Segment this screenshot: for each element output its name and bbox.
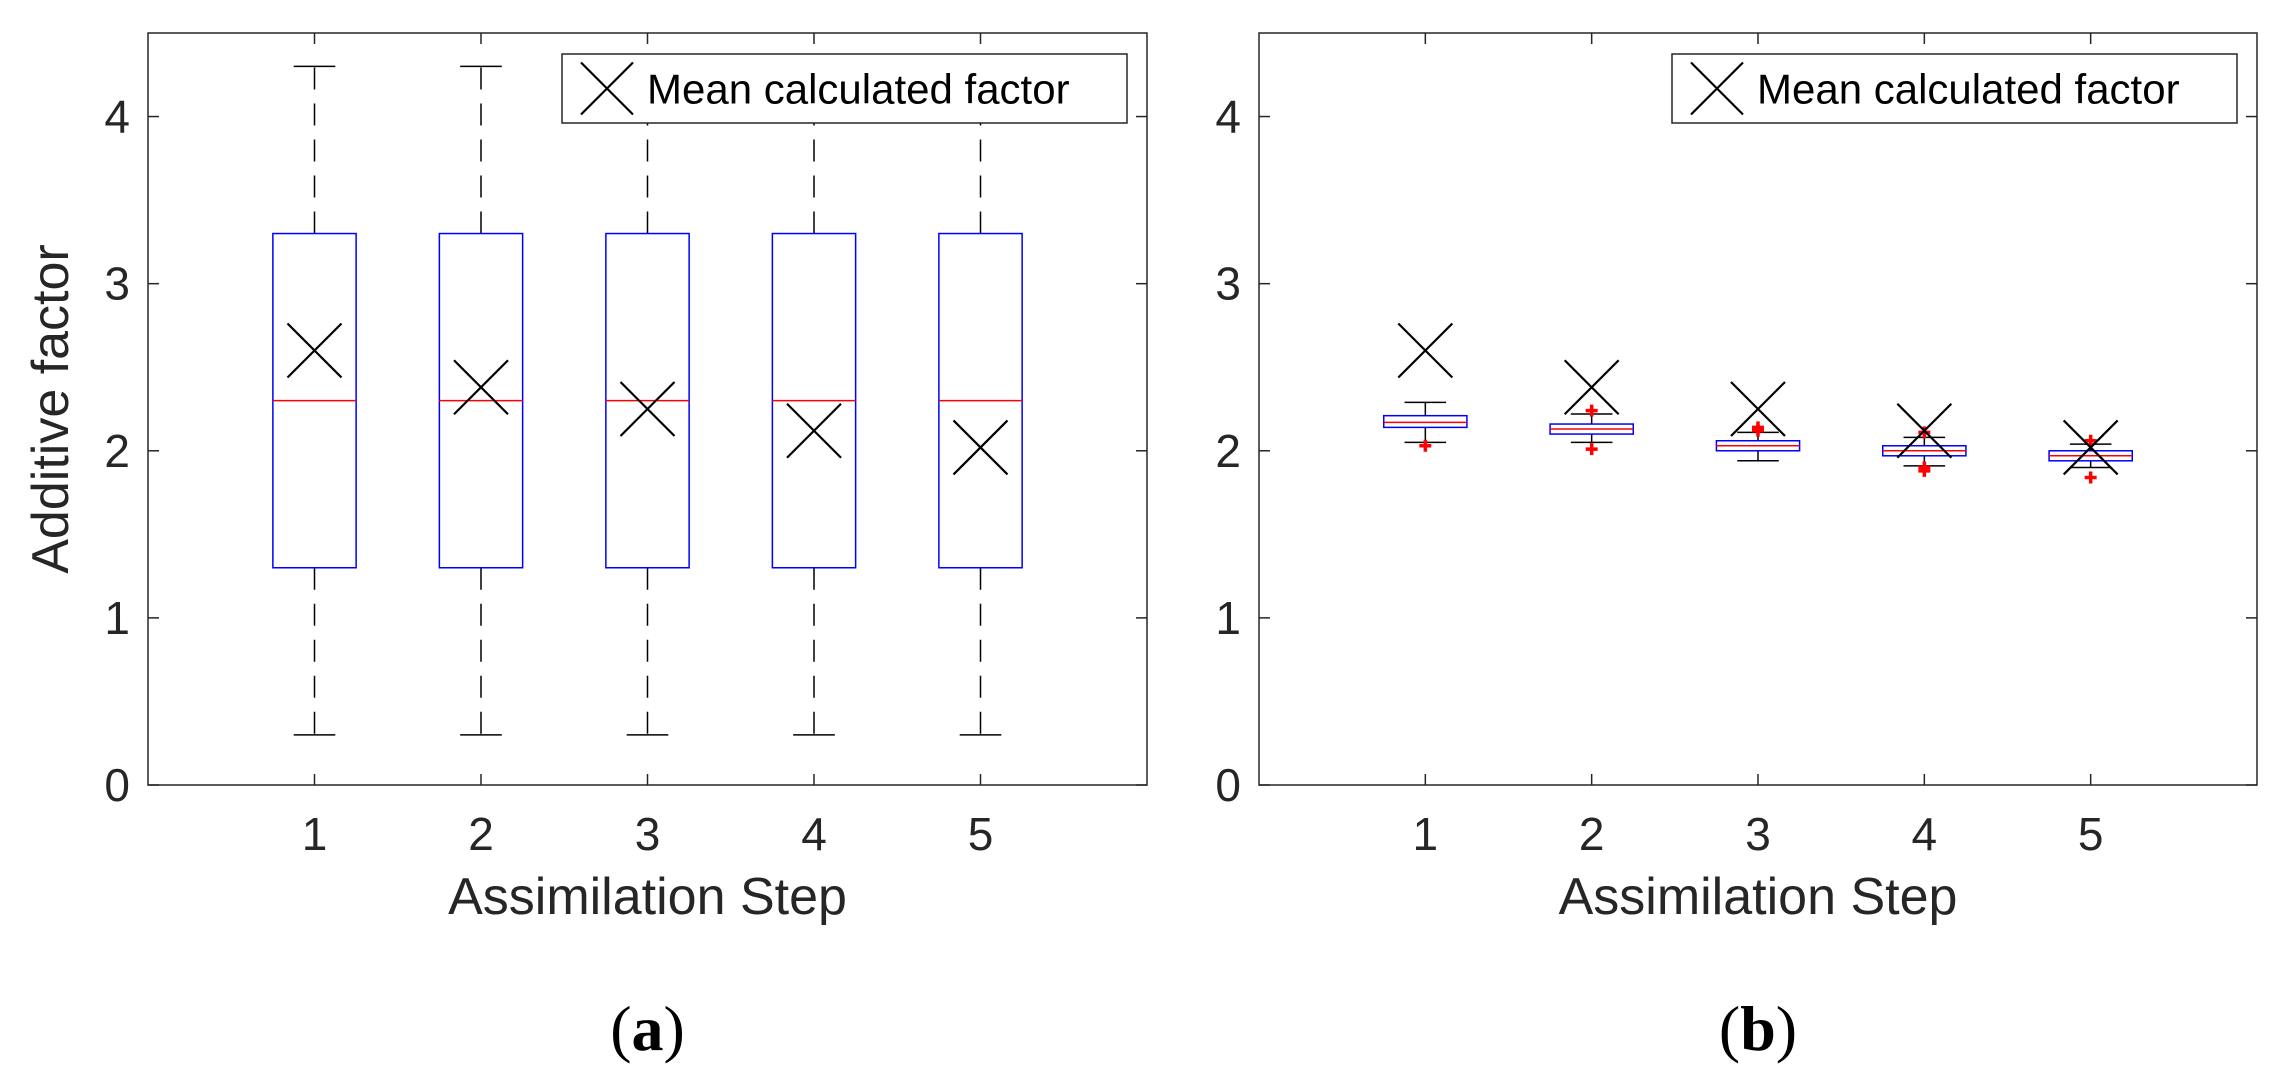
outlier-marker	[1419, 439, 1432, 452]
y-tick-label: 4	[1215, 91, 1241, 143]
y-tick-label: 1	[104, 592, 130, 644]
legend: Mean calculated factor	[1671, 53, 2238, 124]
outlier-marker	[1752, 421, 1764, 434]
mean-marker	[2062, 419, 2119, 476]
panel-label: (a)	[610, 993, 685, 1064]
legend-label: Mean calculated factor	[1757, 66, 2180, 113]
outlier-marker	[2084, 471, 2097, 484]
legend-box	[1671, 53, 2238, 124]
y-axis-label: Additive factor	[22, 244, 80, 574]
chart-panel-a: 0 1 2 3 4 1 2 3 4 5 Assimilation Step Additive fact…	[22, 32, 1148, 1064]
x-tick-label: 5	[968, 808, 994, 860]
outlier-marker	[1918, 461, 1931, 474]
y-tick-label: 0	[1215, 759, 1241, 811]
box-group-step-3	[605, 65, 690, 736]
x-tick-label: 1	[302, 808, 328, 860]
legend-mean-icon	[580, 61, 634, 116]
box-group-step-1	[272, 65, 357, 736]
y-tick-label: 4	[104, 91, 130, 143]
y-tick-label: 1	[1215, 592, 1241, 644]
x-tick-label: 2	[468, 808, 494, 860]
outlier-marker	[1585, 443, 1598, 456]
mean-marker	[1397, 322, 1454, 379]
x-tick-label: 5	[2078, 808, 2104, 860]
x-tick-label: 4	[1912, 808, 1938, 860]
box-group-step-5	[938, 65, 1023, 736]
legend-mean-icon	[1690, 61, 1744, 116]
legend-label: Mean calculated factor	[647, 66, 1070, 113]
mean-marker	[1896, 402, 1953, 459]
box-group-step-5	[2048, 419, 2133, 484]
mean-marker	[1563, 359, 1620, 416]
mean-marker	[1730, 381, 1786, 437]
y-tick-label: 2	[104, 425, 130, 477]
mean-marker	[952, 419, 1009, 476]
y-tick-label: 3	[1215, 258, 1241, 310]
y-tick-label: 0	[104, 759, 130, 811]
x-axis-label: Assimilation Step	[1559, 868, 1958, 926]
box-group-step-2	[1549, 359, 1635, 456]
y-tick-label: 3	[104, 258, 130, 310]
mean-marker	[286, 322, 343, 379]
x-tick-label: 3	[1745, 808, 1771, 860]
legend: Mean calculated factor	[561, 53, 1128, 124]
box-group-step-1	[1383, 322, 1468, 452]
chart-panel-b: 0 1 2 3 4 1 2 3 4 5 Assimilation Step Mean calculat…	[1215, 32, 2258, 1064]
box-group-step-4	[1882, 402, 1967, 477]
iqr-box	[1383, 414, 1468, 429]
y-tick-label: 2	[1215, 425, 1241, 477]
x-tick-label: 2	[1579, 808, 1605, 860]
x-tick-label: 4	[801, 808, 827, 860]
panel-label: (b)	[1719, 993, 1797, 1064]
mean-marker	[453, 359, 509, 416]
x-axis-label: Assimilation Step	[448, 868, 847, 926]
mean-marker	[619, 381, 676, 437]
outlier-marker	[1918, 426, 1931, 439]
box-group-step-2	[438, 65, 524, 736]
box-group-step-3	[1715, 381, 1801, 462]
mean-marker	[786, 402, 842, 459]
x-tick-label: 3	[635, 808, 661, 860]
outlier-marker	[1585, 404, 1598, 417]
legend-box	[561, 53, 1128, 124]
x-tick-label: 1	[1413, 808, 1439, 860]
outlier-marker	[2084, 434, 2097, 447]
box-group-step-4	[771, 65, 857, 736]
